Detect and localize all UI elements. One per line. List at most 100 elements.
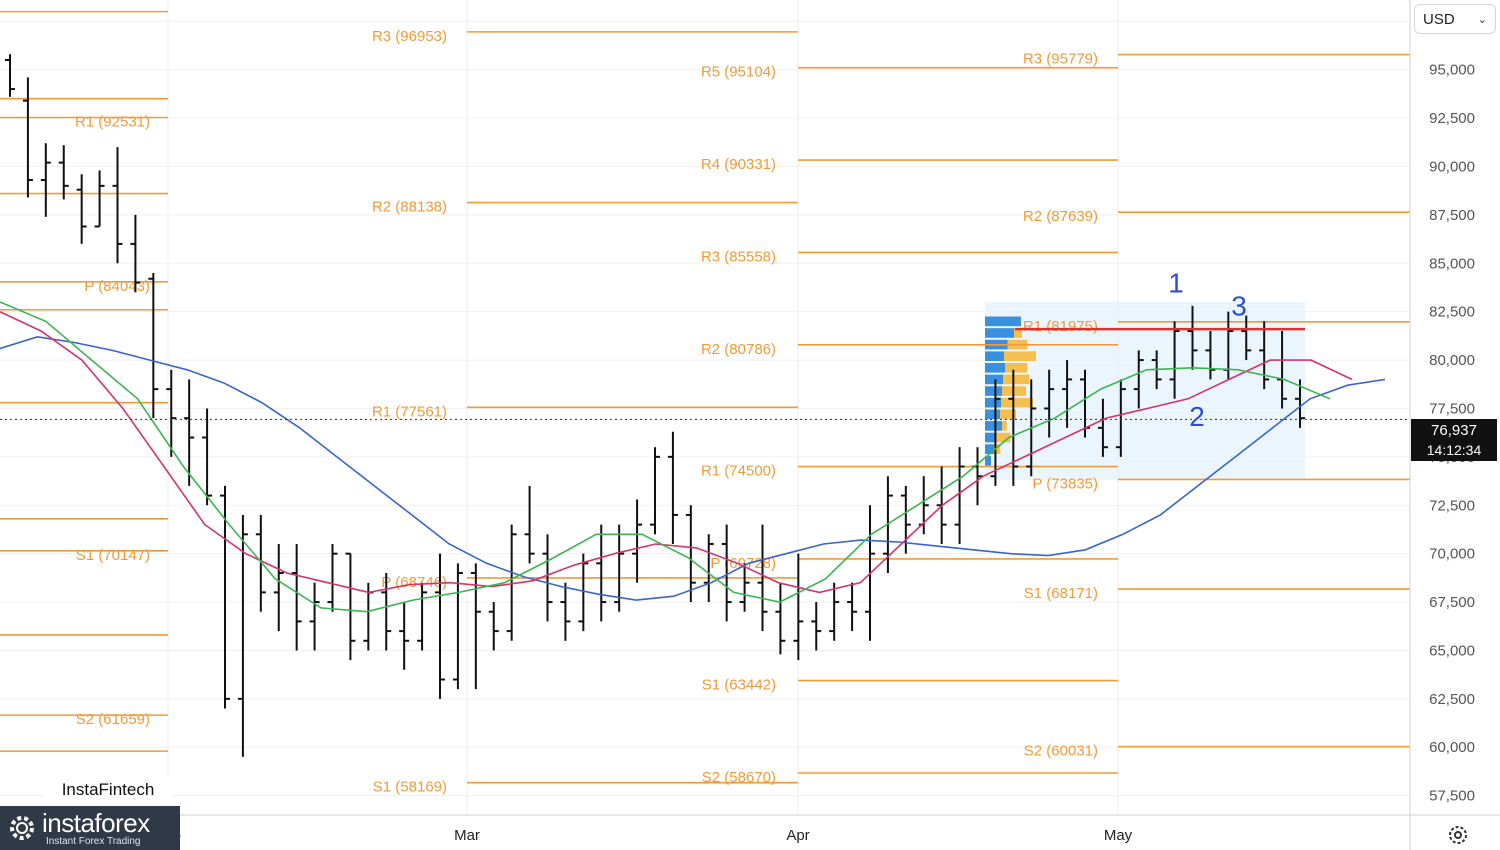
ohlc-bar [435, 553, 445, 699]
volume-profile-bar [1004, 351, 1036, 362]
volume-profile-bar [1003, 374, 1030, 385]
current-price-label: 76,937 [1431, 422, 1477, 439]
volume-profile-bar [985, 316, 1021, 327]
logo-tagline: Instant Forex Trading [46, 836, 141, 847]
ohlc-bar [273, 543, 284, 632]
pivot-level-label: S2 (60031) [1024, 743, 1098, 760]
ohlc-bar [703, 534, 714, 603]
ohlc-bar [524, 485, 535, 564]
ohlc-bar [1187, 305, 1198, 370]
pivot-level-label: S2 (61659) [76, 711, 150, 728]
pivot-level-label: R3 (95779) [1023, 51, 1098, 68]
wave-label: 3 [1231, 291, 1247, 322]
ohlc-bar [345, 552, 356, 661]
volume-profile-bar [1001, 397, 1033, 408]
ohlc-bar [560, 582, 571, 641]
ohlc-bar [470, 563, 481, 690]
currency-select[interactable]: USD ⌄ [1414, 4, 1496, 34]
volume-profile-bar [985, 374, 1003, 385]
ohlc-bar [1115, 379, 1126, 457]
x-tick-label: Mar [454, 827, 480, 844]
ohlc-bar [667, 431, 678, 544]
ohlc-bar [1259, 321, 1270, 390]
ohlc-bar [1133, 350, 1144, 409]
ohlc-bar [775, 582, 786, 655]
ohlc-bar [954, 447, 965, 544]
ohlc-bar [488, 602, 499, 651]
ohlc-bar [417, 582, 428, 651]
volume-profile-bar [985, 351, 1004, 362]
pivot-level-label: R5 (95104) [701, 64, 776, 81]
x-tick-label: May [1104, 827, 1133, 844]
ohlc-bar [184, 379, 195, 486]
ohlc-bar [1044, 369, 1055, 438]
y-tick-label: 62,500 [1429, 691, 1475, 708]
ohlc-bar [309, 582, 320, 651]
pivot-level-label: S2 (58670) [702, 769, 776, 786]
ohlc-bar [202, 408, 213, 506]
y-tick-label: 60,000 [1429, 739, 1475, 756]
pivot-level-label: R4 (90331) [701, 156, 776, 173]
ohlc-bar [1205, 331, 1216, 380]
ohlc-bar [1008, 369, 1019, 486]
pivot-level-label: R2 (88138) [372, 199, 447, 216]
ohlc-bar [1241, 315, 1252, 361]
bar-countdown-label: 14:12:34 [1426, 442, 1482, 458]
pivot-level-label: R3 (85558) [701, 248, 776, 265]
volume-profile-bar [985, 444, 994, 454]
ohlc-bar [506, 524, 517, 641]
y-tick-label: 65,000 [1429, 642, 1475, 659]
pivot-level-label: R3 (96953) [372, 28, 447, 45]
volume-profile-bar [1014, 328, 1022, 338]
logo-gear-icon [10, 816, 34, 840]
volume-profile-bar [1000, 409, 1016, 420]
y-tick-label: 87,500 [1429, 207, 1475, 224]
volume-profile-bar [1002, 421, 1007, 431]
pivot-level-label: R1 (92531) [75, 113, 150, 130]
instaforex-logo: instaforex Instant Forex Trading [0, 806, 180, 850]
ohlc-bar [990, 379, 1001, 486]
volume-profile-bar [985, 386, 1002, 396]
ohlc-bar [596, 524, 607, 622]
y-tick-label: 82,500 [1429, 304, 1475, 321]
moving-average-line [0, 301, 1331, 613]
pivot-level-label: S1 (63442) [702, 677, 776, 694]
ohlc-bar [1169, 321, 1180, 399]
gear-icon[interactable] [1446, 823, 1470, 847]
ohlc-bar [58, 145, 69, 200]
ohlc-bar [220, 485, 230, 709]
pivot-level-label: R1 (77561) [372, 403, 447, 420]
ohlc-bar [739, 563, 750, 612]
ohlc-bar [112, 147, 123, 264]
ohlc-bar [829, 582, 840, 641]
y-tick-label: 90,000 [1429, 158, 1475, 175]
ohlc-bar [22, 77, 33, 198]
y-tick-label: 72,500 [1429, 497, 1475, 514]
ohlc-bar [327, 543, 338, 612]
ohlc-bar [721, 524, 732, 622]
y-tick-label: 85,000 [1429, 255, 1475, 272]
volume-profile-bar [1005, 363, 1028, 373]
ohlc-bar [811, 602, 822, 651]
pivot-level-label: R2 (87639) [1023, 208, 1098, 225]
volume-profile-bar [996, 432, 1011, 443]
pivot-level-label: R1 (81975) [1023, 318, 1098, 335]
ohlc-bar [847, 582, 858, 632]
y-tick-label: 67,500 [1429, 594, 1475, 611]
ohlc-bar [381, 573, 392, 651]
ohlc-bar [542, 534, 553, 622]
ohlc-bar [40, 143, 51, 217]
brand-watermark: InstaFintech [44, 776, 172, 804]
ohlc-bar [578, 553, 589, 632]
pivot-level-label: S1 (58169) [373, 779, 447, 796]
ohlc-bar [255, 514, 266, 612]
wave-label: 2 [1189, 401, 1205, 432]
moving-average-line [0, 335, 1386, 601]
volume-profile-bar [985, 432, 996, 443]
y-tick-label: 70,000 [1429, 546, 1475, 563]
wave-label: 1 [1168, 267, 1184, 298]
x-tick-label: Apr [786, 827, 809, 844]
ohlc-bar [650, 447, 660, 535]
logo-name: instaforex [42, 808, 150, 838]
